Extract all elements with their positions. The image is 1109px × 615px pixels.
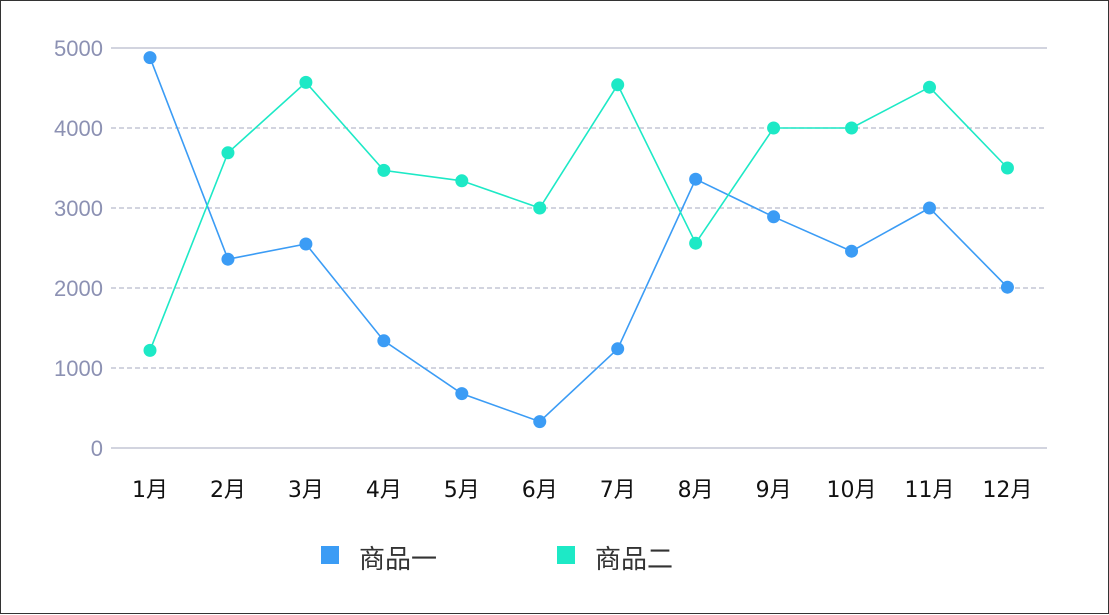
x-tick-label: 7月 (600, 478, 636, 503)
y-tick-label: 5000 (54, 36, 103, 61)
x-tick-label: 8月 (678, 478, 714, 503)
data-point-series-2 (611, 78, 625, 92)
data-point-series-2 (143, 343, 157, 357)
y-tick-label: 1000 (54, 356, 103, 381)
data-point-series-2 (767, 121, 781, 135)
series-line-1 (149, 57, 1009, 423)
data-point-series-1 (455, 387, 469, 401)
series-line-2 (149, 81, 1009, 351)
data-point-series-2 (923, 80, 936, 94)
y-tick-label: 2000 (54, 276, 103, 301)
legend-swatch-series-1 (321, 546, 339, 564)
legend-label-series-1: 商品一 (359, 545, 437, 575)
data-point-series-1 (299, 237, 313, 251)
data-point-series-1 (143, 51, 157, 65)
x-tick-label: 12月 (982, 478, 1032, 503)
x-tick-label: 10月 (827, 478, 877, 503)
data-point-series-2 (221, 146, 235, 160)
y-tick-label: 3000 (54, 196, 103, 221)
x-tick-label: 5月 (444, 478, 480, 503)
legend-label-series-2: 商品二 (595, 545, 673, 575)
data-point-series-2 (533, 201, 547, 215)
x-tick-label: 6月 (522, 478, 558, 503)
data-point-series-2 (689, 236, 703, 250)
data-point-series-1 (767, 210, 781, 224)
x-tick-label: 9月 (756, 478, 792, 503)
data-point-series-1 (221, 252, 235, 266)
x-tick-label: 2月 (210, 478, 246, 503)
data-point-series-1 (689, 172, 703, 186)
data-point-series-2 (1000, 161, 1014, 175)
series-group (143, 51, 1014, 429)
data-point-series-1 (377, 334, 391, 348)
data-point-series-1 (923, 201, 936, 215)
data-point-series-1 (845, 244, 859, 258)
x-axis: 1月 2月 3月 4月 5月 6月 7月 8月 9月 10月 11月 12月 (132, 478, 1032, 503)
x-tick-label: 11月 (905, 478, 955, 503)
x-tick-label: 4月 (366, 478, 402, 503)
data-point-series-1 (533, 415, 547, 429)
data-point-series-1 (611, 342, 625, 356)
x-tick-label: 1月 (132, 478, 168, 503)
data-point-series-1 (1000, 280, 1014, 294)
x-tick-label: 3月 (288, 478, 324, 503)
data-point-series-2 (377, 163, 391, 177)
grid-lines (111, 47, 1047, 449)
data-point-series-2 (455, 174, 469, 188)
y-tick-label: 4000 (54, 116, 103, 141)
legend-swatch-series-2 (557, 546, 575, 564)
y-axis: 0 1000 2000 3000 4000 5000 (54, 36, 103, 461)
y-tick-label: 0 (91, 436, 103, 461)
legend: 商品一 商品二 (321, 545, 673, 575)
data-point-series-2 (299, 75, 313, 89)
data-point-series-2 (845, 121, 859, 135)
